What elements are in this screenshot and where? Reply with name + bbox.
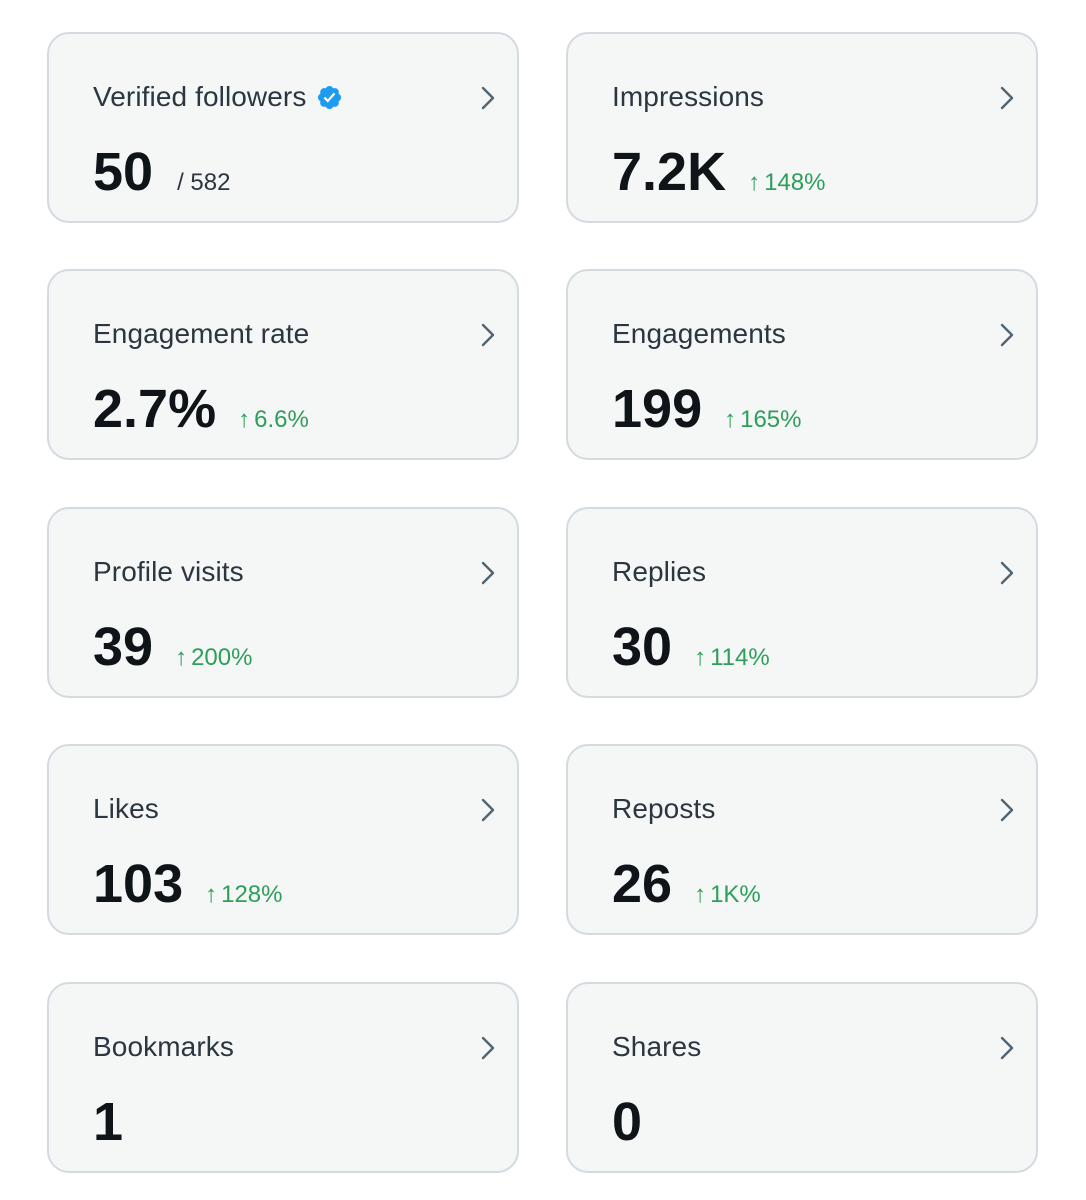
- metric-value-row: 199 ↑ 165%: [612, 379, 802, 439]
- metric-title: Profile visits: [93, 556, 244, 588]
- metric-title: Verified followers: [93, 81, 306, 113]
- metric-title: Reposts: [612, 793, 715, 825]
- metric-title: Shares: [612, 1031, 701, 1063]
- metric-card-bookmarks[interactable]: Bookmarks 1: [47, 982, 519, 1173]
- metric-total: / 582: [177, 169, 230, 197]
- metric-card-impressions[interactable]: Impressions 7.2K ↑ 148%: [566, 32, 1038, 223]
- metric-title-row: Profile visits: [93, 554, 244, 590]
- arrow-up-icon: ↑: [238, 406, 250, 433]
- metric-title-row: Impressions: [612, 79, 764, 115]
- chevron-right-icon: [479, 559, 497, 587]
- metric-value: 103: [93, 854, 183, 914]
- metric-value-row: 103 ↑ 128%: [93, 854, 283, 914]
- metric-card-profile-visits[interactable]: Profile visits 39 ↑ 200%: [47, 507, 519, 698]
- metric-title-row: Engagement rate: [93, 316, 309, 352]
- metric-change: ↑ 6.6%: [238, 406, 309, 434]
- metric-title-row: Verified followers: [93, 79, 343, 115]
- metric-change-value: 165%: [740, 406, 801, 433]
- metric-title-row: Engagements: [612, 316, 786, 352]
- chevron-right-icon: [479, 796, 497, 824]
- chevron-right-icon: [998, 1034, 1016, 1062]
- metric-card-likes[interactable]: Likes 103 ↑ 128%: [47, 744, 519, 935]
- metric-card-replies[interactable]: Replies 30 ↑ 114%: [566, 507, 1038, 698]
- metric-value: 0: [612, 1092, 642, 1152]
- metric-title: Engagement rate: [93, 318, 309, 350]
- metric-change: ↑ 114%: [694, 644, 770, 672]
- arrow-up-icon: ↑: [724, 406, 736, 433]
- metric-value: 39: [93, 617, 153, 677]
- metric-card-engagement-rate[interactable]: Engagement rate 2.7% ↑ 6.6%: [47, 269, 519, 460]
- metric-title-row: Likes: [93, 791, 159, 827]
- metric-title: Replies: [612, 556, 706, 588]
- metric-value: 7.2K: [612, 142, 726, 202]
- metric-change: ↑ 200%: [175, 644, 252, 672]
- chevron-right-icon: [998, 84, 1016, 112]
- metric-card-shares[interactable]: Shares 0: [566, 982, 1038, 1173]
- metric-change: ↑ 1K%: [694, 881, 761, 909]
- metric-value: 199: [612, 379, 702, 439]
- arrow-up-icon: ↑: [694, 881, 706, 908]
- metric-value-row: 7.2K ↑ 148%: [612, 142, 825, 202]
- arrow-up-icon: ↑: [694, 644, 706, 671]
- arrow-up-icon: ↑: [748, 169, 760, 196]
- metric-value-row: 26 ↑ 1K%: [612, 854, 761, 914]
- metric-value: 2.7%: [93, 379, 216, 439]
- metric-change-value: 128%: [221, 881, 282, 908]
- metric-change-value: 114%: [710, 644, 770, 671]
- metric-title-row: Replies: [612, 554, 706, 590]
- metric-title: Bookmarks: [93, 1031, 234, 1063]
- chevron-right-icon: [998, 559, 1016, 587]
- metric-title: Likes: [93, 793, 159, 825]
- arrow-up-icon: ↑: [205, 881, 217, 908]
- chevron-right-icon: [479, 84, 497, 112]
- metric-change: ↑ 165%: [724, 406, 801, 434]
- metric-change: ↑ 128%: [205, 881, 282, 909]
- chevron-right-icon: [998, 321, 1016, 349]
- metric-value: 30: [612, 617, 672, 677]
- chevron-right-icon: [998, 796, 1016, 824]
- metric-title-row: Bookmarks: [93, 1029, 234, 1065]
- metric-value-row: 1: [93, 1092, 123, 1152]
- metric-value-row: 39 ↑ 200%: [93, 617, 252, 677]
- metric-title-row: Shares: [612, 1029, 701, 1065]
- chevron-right-icon: [479, 321, 497, 349]
- metric-value-row: 30 ↑ 114%: [612, 617, 770, 677]
- metric-value: 26: [612, 854, 672, 914]
- metric-change-value: 1K%: [710, 881, 761, 908]
- metric-card-reposts[interactable]: Reposts 26 ↑ 1K%: [566, 744, 1038, 935]
- metric-card-verified-followers[interactable]: Verified followers 50 / 582: [47, 32, 519, 223]
- chevron-right-icon: [479, 1034, 497, 1062]
- metric-change-value: 6.6%: [254, 406, 309, 433]
- metric-change-value: 148%: [764, 169, 825, 196]
- arrow-up-icon: ↑: [175, 644, 187, 671]
- metric-value-row: 2.7% ↑ 6.6%: [93, 379, 309, 439]
- metric-card-engagements[interactable]: Engagements 199 ↑ 165%: [566, 269, 1038, 460]
- metric-value-row: 50 / 582: [93, 142, 230, 202]
- metric-value: 50: [93, 142, 153, 202]
- metric-value-row: 0: [612, 1092, 642, 1152]
- metric-title: Engagements: [612, 318, 786, 350]
- metric-value: 1: [93, 1092, 123, 1152]
- metric-title-row: Reposts: [612, 791, 715, 827]
- metric-title: Impressions: [612, 81, 764, 113]
- verified-badge-icon: [316, 84, 343, 111]
- metric-change: ↑ 148%: [748, 169, 825, 197]
- metric-change-value: 200%: [191, 644, 252, 671]
